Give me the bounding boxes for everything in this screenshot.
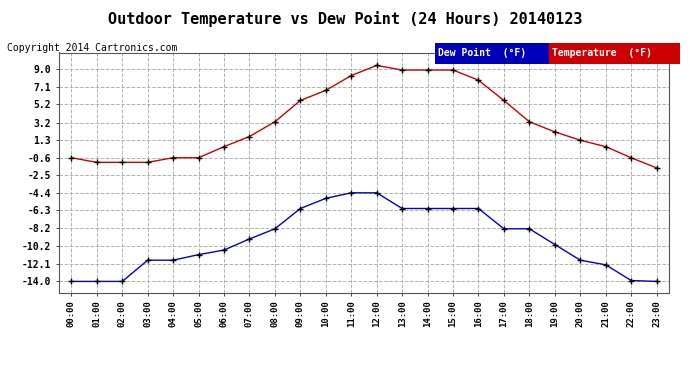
Text: Outdoor Temperature vs Dew Point (24 Hours) 20140123: Outdoor Temperature vs Dew Point (24 Hou… (108, 11, 582, 27)
Text: Copyright 2014 Cartronics.com: Copyright 2014 Cartronics.com (7, 43, 177, 53)
Text: Temperature  (°F): Temperature (°F) (552, 48, 652, 58)
Text: Dew Point  (°F): Dew Point (°F) (438, 48, 526, 58)
